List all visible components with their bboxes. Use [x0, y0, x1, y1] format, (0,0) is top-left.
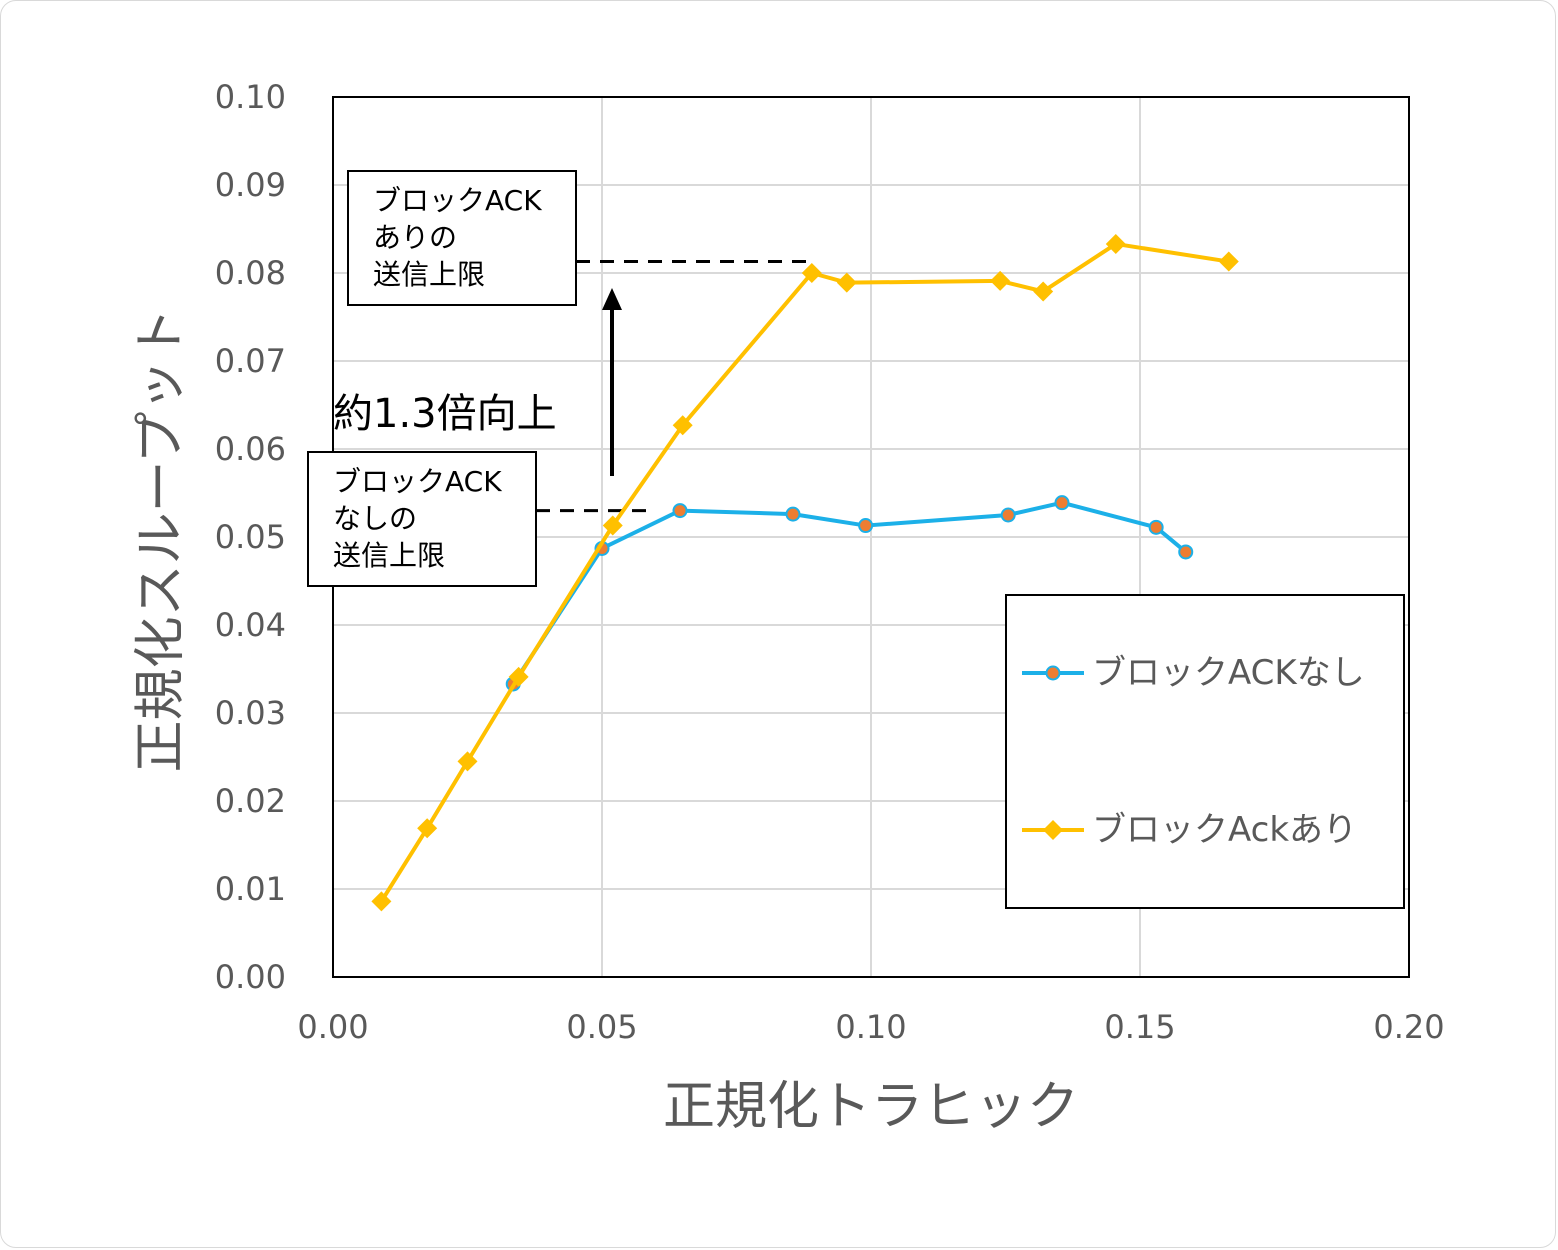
- y-tick-label: 0.02: [215, 782, 286, 820]
- series-1: [371, 233, 1239, 912]
- data-point: [1000, 507, 1016, 523]
- legend-marker-no-ack: [1045, 665, 1061, 681]
- upper-box-line-1: ブロックACK: [373, 184, 542, 217]
- data-point: [672, 503, 688, 519]
- lower-box-line-3: 送信上限: [333, 539, 445, 572]
- data-point: [602, 515, 623, 536]
- y-tick-label: 0.07: [215, 342, 286, 380]
- series-layer: [371, 233, 1239, 912]
- improvement-ratio-label: 約1.3倍向上: [333, 391, 557, 437]
- data-point: [1054, 495, 1070, 511]
- y-axis-title: 正規化スループット: [131, 308, 191, 773]
- y-tick-label: 0.08: [215, 254, 286, 292]
- series-0: [505, 495, 1194, 692]
- y-tick-labels: 0.00 0.01 0.02 0.03 0.04 0.05 0.06 0.07 0.08 0.09…: [215, 78, 286, 996]
- data-point: [417, 818, 438, 839]
- upper-box-line-3: 送信上限: [373, 258, 485, 291]
- data-point: [508, 666, 529, 687]
- y-tick-label: 0.01: [215, 870, 286, 908]
- y-tick-label: 0.00: [215, 958, 286, 996]
- data-point: [1105, 233, 1126, 254]
- data-point: [990, 270, 1011, 291]
- data-point: [836, 272, 857, 293]
- data-point: [1148, 519, 1164, 535]
- y-tick-label: 0.10: [215, 78, 286, 116]
- lower-limit-box: [307, 451, 537, 587]
- x-axis-title: 正規化トラヒック: [663, 1077, 1079, 1137]
- legend-label-with-ack: ブロックAckあり: [1092, 810, 1357, 850]
- improvement-arrow-head: [602, 288, 622, 310]
- x-tick-labels: 0.00 0.05 0.10 0.15 0.20: [297, 1008, 1444, 1046]
- legend-marker-with-ack: [1043, 820, 1063, 840]
- legend-box: [1005, 594, 1405, 909]
- data-point: [858, 518, 874, 534]
- data-point: [457, 751, 478, 772]
- y-tick-label: 0.03: [215, 694, 286, 732]
- data-point: [801, 263, 822, 283]
- upper-limit-box: [347, 170, 577, 306]
- x-tick-label: 0.05: [566, 1008, 637, 1046]
- x-tick-label: 0.00: [297, 1008, 368, 1046]
- x-tick-label: 0.20: [1373, 1008, 1444, 1046]
- y-tick-label: 0.09: [215, 166, 286, 204]
- x-tick-label: 0.10: [835, 1008, 906, 1046]
- annotations: ブロックACK ありの 送信上限 ブロックACK なしの 送信上限 約1.3倍向…: [307, 170, 815, 587]
- y-tick-label: 0.05: [215, 518, 286, 556]
- series-line: [379, 241, 1230, 903]
- x-tick-label: 0.15: [1104, 1008, 1175, 1046]
- data-point: [1178, 544, 1194, 560]
- data-point: [1033, 281, 1054, 302]
- legend-label-no-ack: ブロックACKなし: [1092, 653, 1365, 693]
- data-point: [371, 891, 392, 912]
- data-point: [785, 506, 801, 522]
- y-tick-label: 0.04: [215, 606, 286, 644]
- legend: ブロックACKなし ブロックAckあり: [1005, 594, 1405, 909]
- lower-box-line-1: ブロックACK: [333, 465, 502, 498]
- data-point: [672, 415, 693, 436]
- lower-box-line-2: なしの: [333, 502, 417, 535]
- y-tick-label: 0.06: [215, 430, 286, 468]
- upper-box-line-2: ありの: [373, 221, 457, 254]
- data-point: [1218, 251, 1239, 272]
